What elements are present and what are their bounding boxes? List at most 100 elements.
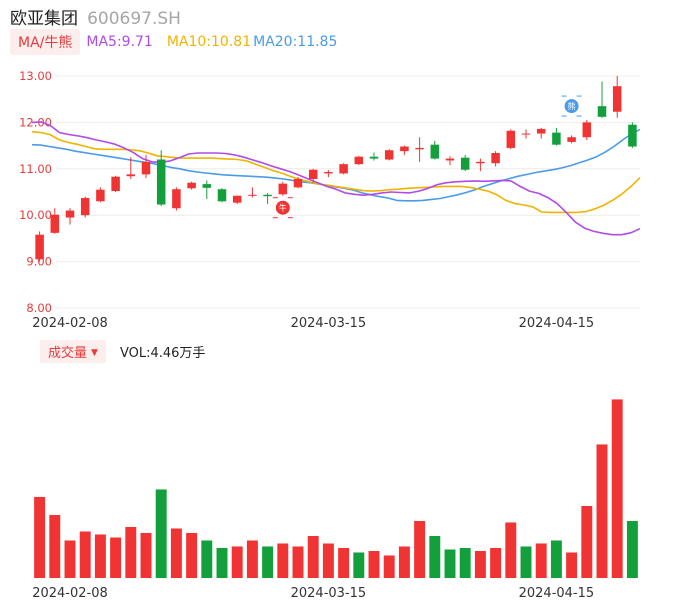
ma5-label: MA5:9.71 (86, 34, 153, 50)
volume-bar (125, 526, 137, 578)
volume-bar (429, 535, 441, 578)
candle-body (96, 189, 105, 202)
candle-body (187, 182, 196, 189)
candle-body (35, 234, 44, 260)
y-tick-label: 11.00 (19, 162, 52, 176)
volume-bar (383, 555, 395, 578)
candle (232, 195, 242, 205)
candle (506, 129, 516, 150)
volume-bar (596, 444, 608, 578)
candle (248, 187, 257, 198)
candle-body (415, 147, 424, 150)
candle (536, 127, 546, 139)
candle-body (476, 161, 485, 164)
x-tick-label: 2024-03-15 (291, 586, 367, 601)
volume-legend: 成交量 ▼ VOL:4.46万手 (40, 339, 206, 363)
volume-bar (186, 532, 198, 578)
volume-indicator-dropdown[interactable]: 成交量 ▼ (40, 339, 106, 363)
volume-bar (444, 549, 456, 578)
candle (35, 231, 44, 262)
candle-body (628, 124, 637, 147)
candle (308, 168, 318, 183)
volume-bar (398, 546, 410, 578)
volume-bar (94, 534, 106, 578)
candle-body (156, 159, 166, 205)
candle (278, 181, 288, 196)
candle (415, 137, 424, 162)
candle-body (567, 137, 576, 142)
candle (202, 180, 212, 199)
candle-body (263, 194, 272, 197)
candle (460, 154, 470, 172)
bull-signal-marker[interactable]: 牛 (272, 197, 293, 219)
candle-body (445, 158, 455, 161)
volume-bar (216, 547, 228, 578)
stock-code: 600697.SH (87, 9, 181, 29)
volume-bar (155, 489, 167, 578)
candle-body (308, 169, 318, 180)
candle-body (460, 157, 470, 170)
ma20-label: MA20:11.85 (253, 34, 338, 50)
x-tick-label: 2024-03-15 (291, 316, 367, 331)
candle-body (202, 184, 212, 188)
candle-body (80, 198, 90, 216)
candle (339, 163, 348, 175)
candle-body (65, 210, 75, 218)
x-tick-label: 2024-04-15 (519, 586, 595, 601)
ma-lines (31, 121, 641, 236)
candle-body (172, 189, 181, 209)
candle (582, 120, 592, 141)
candle-body (491, 153, 500, 164)
bear-signal-marker-dot (564, 99, 579, 114)
volume-bar (414, 520, 426, 578)
volume-bars (34, 399, 638, 578)
ma-legend: MA/牛熊 MA5:9.71 MA10:10.81 MA20:11.85 (10, 29, 337, 55)
candle (50, 208, 60, 234)
volume-x-axis: 2024-02-08 2024-03-15 2024-04-15 (32, 586, 594, 601)
candle-body (293, 179, 303, 188)
candle-body (324, 172, 333, 174)
volume-bar (49, 514, 61, 578)
candle (187, 181, 196, 190)
ma20-line (31, 128, 641, 202)
candle-body (50, 214, 60, 233)
candle (65, 208, 75, 225)
volume-bar (535, 543, 547, 578)
candle (354, 155, 364, 166)
candle-body (232, 195, 242, 203)
volume-bar (201, 540, 213, 578)
volume-bar (368, 550, 380, 578)
caret-down-icon: ▼ (91, 347, 98, 358)
volume-bar (581, 505, 593, 578)
bear-signal-marker[interactable]: 熊 (561, 95, 582, 117)
volume-bar (459, 547, 471, 578)
volume-bar (110, 537, 122, 578)
volume-bar (550, 540, 562, 578)
bull-signal-marker-dot (275, 200, 290, 215)
candle-body (536, 128, 546, 134)
volume-bar (170, 528, 182, 578)
x-tick-label: 2024-04-15 (519, 316, 595, 331)
y-tick-label: 10.00 (19, 208, 52, 222)
candle (369, 152, 379, 161)
ma-indicator-tag[interactable]: MA/牛熊 (10, 29, 81, 55)
candle (217, 188, 227, 203)
candle (521, 129, 531, 139)
candle-body (278, 183, 288, 195)
y-tick-label: 8.00 (26, 301, 52, 315)
candle-body (552, 132, 561, 145)
candle (263, 192, 272, 205)
volume-bar (79, 531, 91, 578)
candle (612, 76, 622, 118)
candles (35, 76, 637, 262)
candle-body (384, 150, 394, 160)
candle-body (430, 144, 440, 159)
candle (597, 81, 607, 118)
candle-body (506, 130, 516, 148)
volume-value: VOL:4.46万手 (119, 345, 206, 361)
volume-bar (262, 546, 274, 578)
volume-bar (566, 552, 578, 578)
volume-bar (64, 540, 76, 578)
